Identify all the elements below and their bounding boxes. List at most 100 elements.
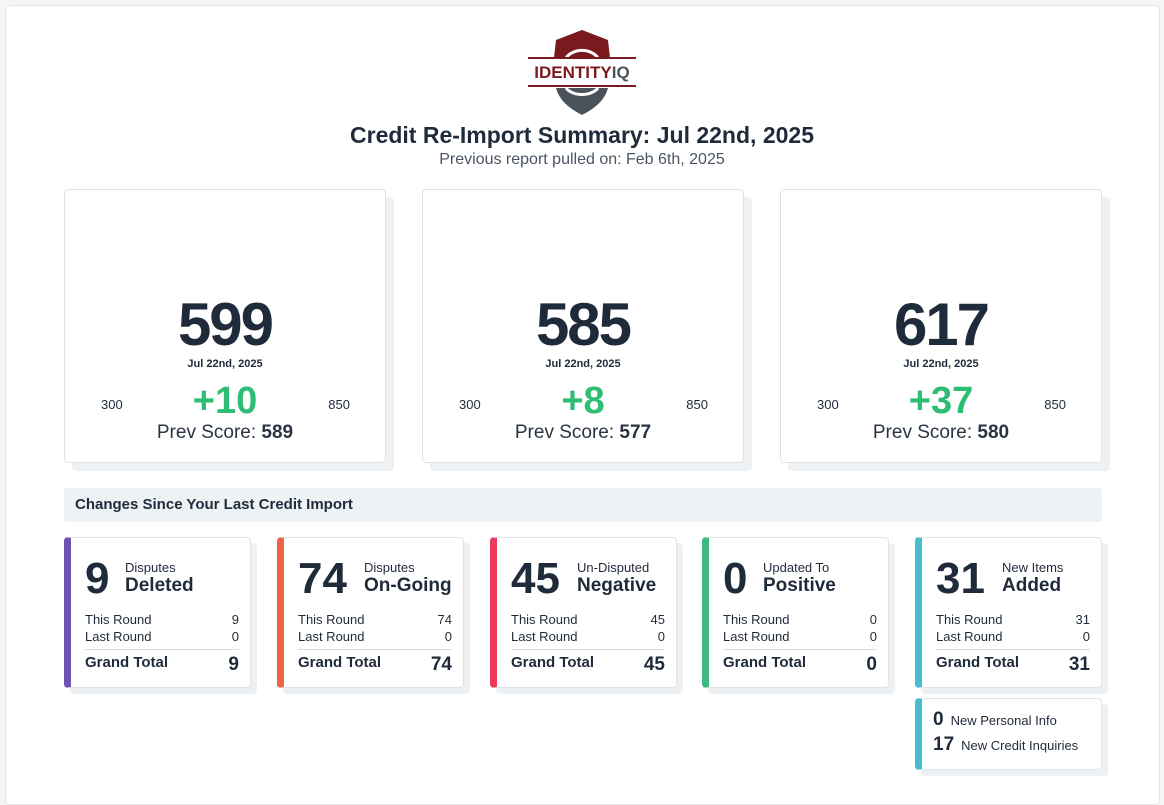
this-round-row: This Round 74	[298, 612, 452, 627]
last-round-label: Last Round	[723, 629, 790, 644]
score-date: Jul 22nd, 2025	[545, 358, 621, 370]
this-round-value: 31	[1075, 612, 1090, 627]
grand-total-row: Grand Total 0	[723, 649, 877, 676]
page-title: Credit Re-Import Summary: Jul 22nd, 2025	[350, 122, 814, 148]
change-label-main: Negative	[577, 575, 657, 596]
change-label-top: Un-Disputed	[577, 560, 650, 575]
last-round-value: 0	[444, 629, 452, 644]
last-round-label: Last Round	[298, 629, 365, 644]
grand-total-row: Grand Total 74	[298, 649, 452, 676]
change-label: Un-Disputed Negative	[577, 561, 656, 597]
score-min: 300	[459, 397, 481, 412]
grand-total-value: 0	[866, 654, 877, 675]
new-credit-inquiries-label: New Credit Inquiries	[961, 738, 1079, 753]
svg-text:IDENTITYIQ: IDENTITYIQ	[534, 63, 629, 82]
this-round-label: This Round	[298, 612, 365, 627]
this-round-label: This Round	[85, 612, 152, 627]
new-personal-info: 0 New Personal Info	[933, 709, 1057, 731]
change-label-main: Added	[1002, 575, 1062, 596]
last-round-row: Last Round 0	[298, 629, 452, 644]
credit-score: 599	[177, 291, 274, 358]
this-round-value: 74	[437, 612, 452, 627]
score-min: 300	[817, 397, 839, 412]
score-card: 599 Jul 22nd, 2025 300 +10 850 Prev Scor…	[64, 189, 386, 463]
change-card: 9 Disputes Deleted This Round 9 Last Round…	[64, 537, 251, 688]
change-label-main: On-Going	[364, 575, 452, 596]
this-round-value: 9	[231, 612, 239, 627]
prev-score-value: 580	[977, 422, 1010, 443]
score-max: 850	[328, 397, 350, 412]
score-max: 850	[686, 397, 708, 412]
change-label-main: Deleted	[125, 575, 194, 596]
last-round-row: Last Round 0	[936, 629, 1090, 644]
this-round-value: 0	[869, 612, 877, 627]
this-round-row: This Round 45	[511, 612, 665, 627]
prev-score-value: 589	[261, 422, 294, 443]
prev-score-label: Prev Score:	[156, 422, 257, 443]
last-round-value: 0	[231, 629, 239, 644]
change-label-top: Updated To	[763, 560, 830, 575]
change-label: Disputes On-Going	[364, 561, 452, 597]
last-round-row: Last Round 0	[511, 629, 665, 644]
this-round-row: This Round 31	[936, 612, 1090, 627]
grand-total-label: Grand Total	[85, 654, 169, 671]
change-count: 31	[936, 554, 985, 603]
change-card: 31 New Items Added This Round 31 Last Roun…	[915, 537, 1102, 688]
score-card: 617 Jul 22nd, 2025 300 +37 850 Prev Scor…	[780, 189, 1102, 463]
prev-score-value: 577	[619, 422, 652, 443]
credit-score: 617	[893, 291, 990, 358]
change-label: New Items Added	[1002, 561, 1063, 597]
prev-score-label: Prev Score:	[872, 422, 973, 443]
this-round-label: This Round	[723, 612, 790, 627]
extra-info-card: 0 New Personal Info 17 New Credit Inquirie…	[915, 698, 1102, 770]
grand-total-value: 74	[430, 654, 452, 675]
change-card: 45 Un-Disputed Negative This Round 45 Last…	[490, 537, 677, 688]
grand-total-label: Grand Total	[723, 654, 807, 671]
prev-score: Prev Score: 580	[781, 422, 1101, 444]
score-delta: +37	[908, 380, 974, 422]
score-card: 585 Jul 22nd, 2025 300 +8 850 Prev Score…	[422, 189, 744, 463]
credit-score: 585	[535, 291, 632, 358]
last-round-value: 0	[869, 629, 877, 644]
new-credit-inquiries: 17 New Credit Inquiries	[933, 734, 1078, 756]
grand-total-label: Grand Total	[511, 654, 595, 671]
change-label: Updated To Positive	[763, 561, 836, 597]
new-personal-info-label: New Personal Info	[950, 713, 1057, 728]
change-label-top: New Items	[1002, 560, 1064, 575]
this-round-row: This Round 9	[85, 612, 239, 627]
score-max: 850	[1044, 397, 1066, 412]
last-round-label: Last Round	[511, 629, 578, 644]
score-date: Jul 22nd, 2025	[187, 358, 263, 370]
grand-total-label: Grand Total	[936, 654, 1020, 671]
grand-total-value: 31	[1068, 654, 1090, 675]
page-subtitle: Previous report pulled on: Feb 6th, 2025	[439, 151, 725, 168]
this-round-label: This Round	[936, 612, 1003, 627]
change-label-top: Disputes	[125, 560, 176, 575]
change-count: 74	[298, 554, 347, 603]
change-count: 0	[723, 554, 748, 603]
grand-total-row: Grand Total 9	[85, 649, 239, 676]
this-round-label: This Round	[511, 612, 578, 627]
change-card: 0 Updated To Positive This Round 0 Last Ro…	[702, 537, 889, 688]
score-delta: +10	[192, 380, 258, 422]
last-round-row: Last Round 0	[85, 629, 239, 644]
new-credit-inquiries-count: 17	[933, 734, 955, 755]
change-label-top: Disputes	[364, 560, 415, 575]
grand-total-value: 45	[643, 654, 665, 675]
grand-total-row: Grand Total 45	[511, 649, 665, 676]
grand-total-value: 9	[228, 654, 239, 675]
prev-score: Prev Score: 589	[65, 422, 385, 444]
score-delta: +8	[561, 380, 605, 422]
last-round-value: 0	[657, 629, 665, 644]
last-round-value: 0	[1082, 629, 1090, 644]
prev-score-label: Prev Score:	[514, 422, 615, 443]
change-count: 45	[511, 554, 560, 603]
new-personal-info-count: 0	[933, 709, 944, 730]
score-date: Jul 22nd, 2025	[903, 358, 979, 370]
change-label: Disputes Deleted	[125, 561, 194, 597]
score-min: 300	[101, 397, 123, 412]
this-round-row: This Round 0	[723, 612, 877, 627]
change-label-main: Positive	[763, 575, 836, 596]
last-round-label: Last Round	[85, 629, 152, 644]
this-round-value: 45	[650, 612, 665, 627]
